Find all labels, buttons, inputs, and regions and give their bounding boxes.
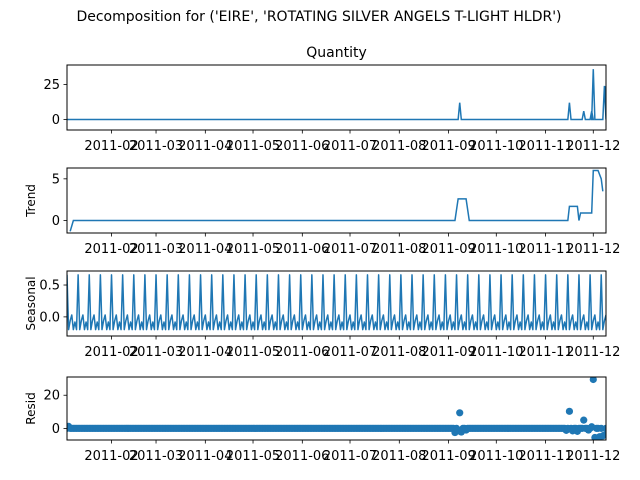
seasonal-ylabel: Seasonal [24, 276, 38, 330]
x-tick-label: 2011-08 [372, 139, 426, 154]
resid-data [67, 377, 606, 440]
x-tick-label: 2011-09 [421, 139, 475, 154]
seasonal-data [67, 274, 606, 331]
resid-panel: 0202011-022011-032011-042011-052011-0620… [24, 376, 620, 464]
y-tick-label: 0 [52, 422, 60, 437]
x-tick-label: 2011-07 [323, 345, 377, 360]
x-tick-label: 2011-05 [226, 139, 280, 154]
x-tick-label: 2011-08 [372, 345, 426, 360]
x-tick-label: 2011-11 [518, 345, 572, 360]
x-tick-label: 2011-07 [323, 242, 377, 257]
figure-suptitle: Decomposition for ('EIRE', 'ROTATING SIL… [76, 9, 561, 25]
x-tick-label: 2011-02 [84, 242, 138, 257]
quantity-data [67, 69, 606, 121]
x-tick-label: 2011-11 [518, 139, 572, 154]
x-tick-label: 2011-06 [275, 449, 329, 464]
x-tick-label: 2011-09 [421, 449, 475, 464]
quantity-series-line [67, 69, 606, 121]
x-tick-label: 2011-06 [275, 242, 329, 257]
x-tick-label: 2011-12 [566, 449, 620, 464]
x-tick-label: 2011-04 [178, 345, 232, 360]
panels: 0252011-022011-032011-042011-052011-0620… [24, 45, 620, 464]
x-tick-label: 2011-07 [323, 449, 377, 464]
x-tick-label: 2011-05 [226, 242, 280, 257]
x-tick-label: 2011-08 [372, 242, 426, 257]
x-tick-label: 2011-08 [372, 449, 426, 464]
x-tick-label: 2011-04 [178, 449, 232, 464]
x-tick-label: 2011-05 [226, 345, 280, 360]
x-tick-label: 2011-02 [84, 139, 138, 154]
x-tick-label: 2011-12 [566, 345, 620, 360]
y-tick-label: 5 [52, 172, 60, 187]
x-tick-label: 2011-06 [275, 139, 329, 154]
x-tick-label: 2011-10 [469, 242, 523, 257]
x-tick-label: 2011-09 [421, 242, 475, 257]
resid-point [565, 407, 574, 415]
x-tick-label: 2011-04 [178, 139, 232, 154]
resid-point [602, 424, 606, 432]
resid-point [589, 377, 597, 384]
resid-axes-frame [66, 376, 607, 441]
x-tick-label: 2011-09 [421, 345, 475, 360]
x-tick-label: 2011-03 [129, 345, 183, 360]
y-tick-label: 25 [43, 78, 60, 93]
x-tick-label: 2011-12 [566, 242, 620, 257]
x-tick-label: 2011-03 [129, 242, 183, 257]
x-tick-label: 2011-02 [84, 449, 138, 464]
x-tick-label: 2011-02 [84, 345, 138, 360]
quantity-title: Quantity [306, 45, 367, 61]
seasonal-panel: 0.00.52011-022011-032011-042011-052011-0… [24, 270, 620, 360]
x-tick-label: 2011-05 [226, 449, 280, 464]
x-tick-label: 2011-03 [129, 139, 183, 154]
x-tick-label: 2011-10 [469, 139, 523, 154]
x-tick-label: 2011-07 [323, 139, 377, 154]
y-tick-label: 0.5 [39, 279, 60, 294]
trend-panel: 052011-022011-032011-042011-052011-06201… [24, 167, 620, 257]
seasonal-series-line [67, 274, 606, 331]
x-tick-label: 2011-10 [469, 449, 523, 464]
x-tick-label: 2011-10 [469, 345, 523, 360]
y-tick-label: 0.0 [39, 310, 60, 325]
x-tick-label: 2011-06 [275, 345, 329, 360]
resid-point [600, 431, 606, 439]
y-tick-label: 20 [43, 389, 60, 404]
seasonal-axes-frame [66, 270, 607, 337]
trend-data [69, 169, 604, 232]
x-tick-label: 2011-03 [129, 449, 183, 464]
resid-point [580, 416, 588, 424]
trend-axes-frame [66, 167, 607, 234]
quantity-panel: 0252011-022011-032011-042011-052011-0620… [43, 45, 620, 154]
x-tick-label: 2011-04 [178, 242, 232, 257]
trend-ylabel: Trend [24, 184, 38, 218]
quantity-axes-frame [66, 64, 607, 131]
x-tick-label: 2011-12 [566, 139, 620, 154]
y-tick-label: 0 [52, 214, 60, 229]
resid-ylabel: Resid [24, 392, 38, 424]
y-tick-label: 0 [52, 113, 60, 128]
trend-series-line [69, 169, 604, 232]
x-tick-label: 2011-11 [518, 242, 572, 257]
x-tick-label: 2011-11 [518, 449, 572, 464]
resid-point [456, 409, 464, 417]
